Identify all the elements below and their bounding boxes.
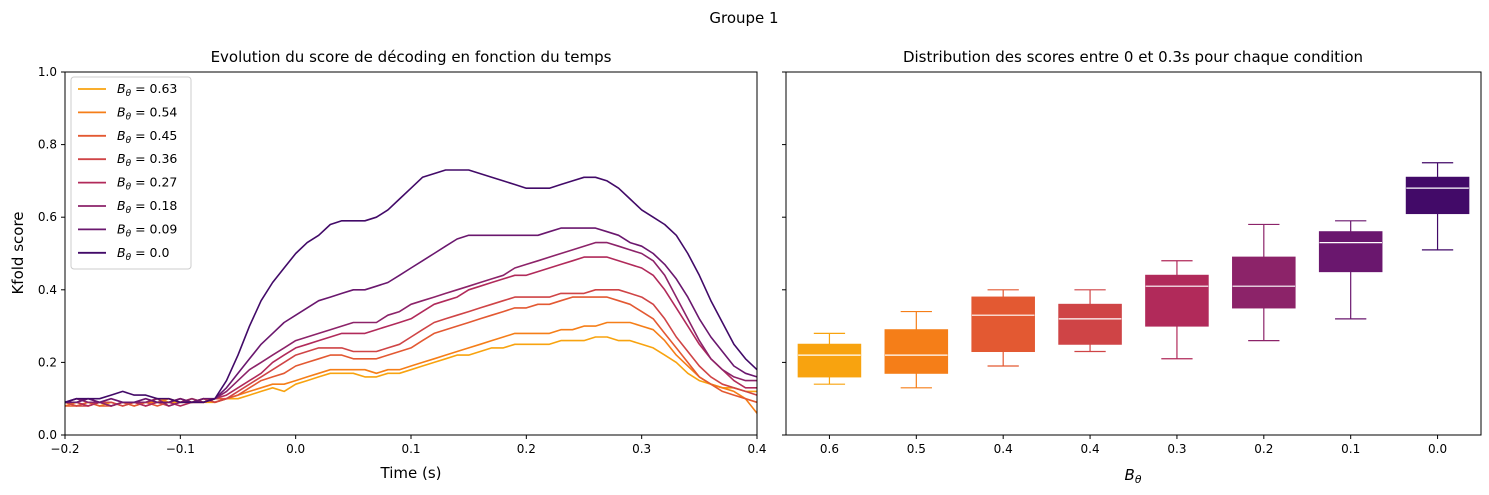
box-x-tick-label: 0.2 (1254, 442, 1273, 456)
line-chart-legend: Bθ = 0.63 Bθ = 0.54 Bθ = 0.45 Bθ = 0.36 Bθ =… (70, 76, 192, 270)
legend-label-2: Bθ = 0.45 (117, 128, 177, 146)
box-body (971, 296, 1035, 353)
legend-label-3: Bθ = 0.36 (117, 151, 177, 169)
y-tick-label: 0.4 (38, 283, 57, 297)
legend-label-4: Bθ = 0.27 (117, 175, 177, 193)
box-chart-title: Distribution des scores entre 0 et 0.3s … (903, 48, 1363, 66)
box-chart-frame (785, 71, 1482, 436)
box-x-tick-label: 0.1 (1341, 442, 1360, 456)
x-tick-label: 0.4 (747, 442, 766, 456)
y-tick-label: 0.6 (38, 210, 57, 224)
legend-label-5: Bθ = 0.18 (117, 198, 177, 216)
legend-label-0: Bθ = 0.63 (117, 81, 177, 99)
box-body (797, 343, 862, 378)
box-body (884, 329, 949, 374)
box-chart-yaxis (782, 71, 786, 436)
x-tick-label: 0.3 (632, 442, 651, 456)
box-x-tick-label: 0.3 (1167, 442, 1186, 456)
legend-label-6: Bθ = 0.09 (117, 221, 177, 239)
line-series-group (64, 169, 758, 414)
figure-suptitle: Groupe 1 (709, 9, 778, 27)
legend-label-1: Bθ = 0.54 (117, 104, 177, 122)
y-tick-label: 0.2 (38, 355, 57, 369)
box-chart-xaxis: 0.6 0.5 0.4 0.4 0.3 0.2 0.1 0.0 (820, 435, 1447, 456)
line-chart-xlabel: Time (s) (380, 464, 442, 482)
box-x-tick-label: 0.5 (907, 442, 926, 456)
x-tick-label: −0.2 (50, 442, 79, 456)
x-tick-label: 0.2 (517, 442, 536, 456)
y-tick-label: 0.8 (38, 138, 57, 152)
line-chart-xaxis: −0.2 −0.1 0.0 0.1 0.2 0.3 0.4 (50, 435, 767, 456)
box-5 (1232, 223, 1296, 342)
box-body (1058, 303, 1122, 345)
box-4 (1145, 260, 1209, 360)
box-body (1145, 274, 1209, 327)
series-line-6 (65, 227, 758, 404)
series-line-2 (65, 296, 758, 407)
box-2 (971, 289, 1035, 367)
box-1 (884, 310, 949, 389)
y-tick-label: 1.0 (38, 65, 57, 79)
box-x-tick-label: 0.4 (1081, 442, 1100, 456)
box-body (1405, 176, 1470, 215)
box-7 (1405, 162, 1470, 251)
line-chart-ylabel: Kfold score (9, 211, 27, 294)
box-chart-panel: Distribution des scores entre 0 et 0.3s … (782, 48, 1482, 486)
box-series-group (797, 162, 1470, 389)
legend-label-7: Bθ = 0.0 (117, 245, 169, 263)
box-0 (797, 332, 862, 385)
box-body (1318, 231, 1383, 273)
line-chart-yaxis: 0.0 0.2 0.4 0.6 0.8 1.0 (38, 65, 65, 442)
box-x-tick-label: 0.0 (1428, 442, 1447, 456)
box-x-tick-label: 0.6 (820, 442, 839, 456)
series-line-4 (65, 256, 757, 407)
series-line-7 (64, 169, 758, 404)
line-chart-title: Evolution du score de décoding en foncti… (211, 48, 612, 66)
box-body (1232, 256, 1296, 309)
box-6 (1318, 220, 1383, 320)
box-x-tick-label: 0.4 (994, 442, 1013, 456)
x-tick-label: 0.0 (286, 442, 305, 456)
line-chart-panel: Evolution du score de décoding en foncti… (9, 48, 767, 482)
y-tick-label: 0.0 (38, 428, 57, 442)
box-3 (1058, 289, 1122, 353)
legend-frame (70, 76, 192, 270)
x-tick-label: −0.1 (166, 442, 195, 456)
x-tick-label: 0.1 (401, 442, 420, 456)
box-chart-xlabel: Bθ (1125, 466, 1142, 486)
